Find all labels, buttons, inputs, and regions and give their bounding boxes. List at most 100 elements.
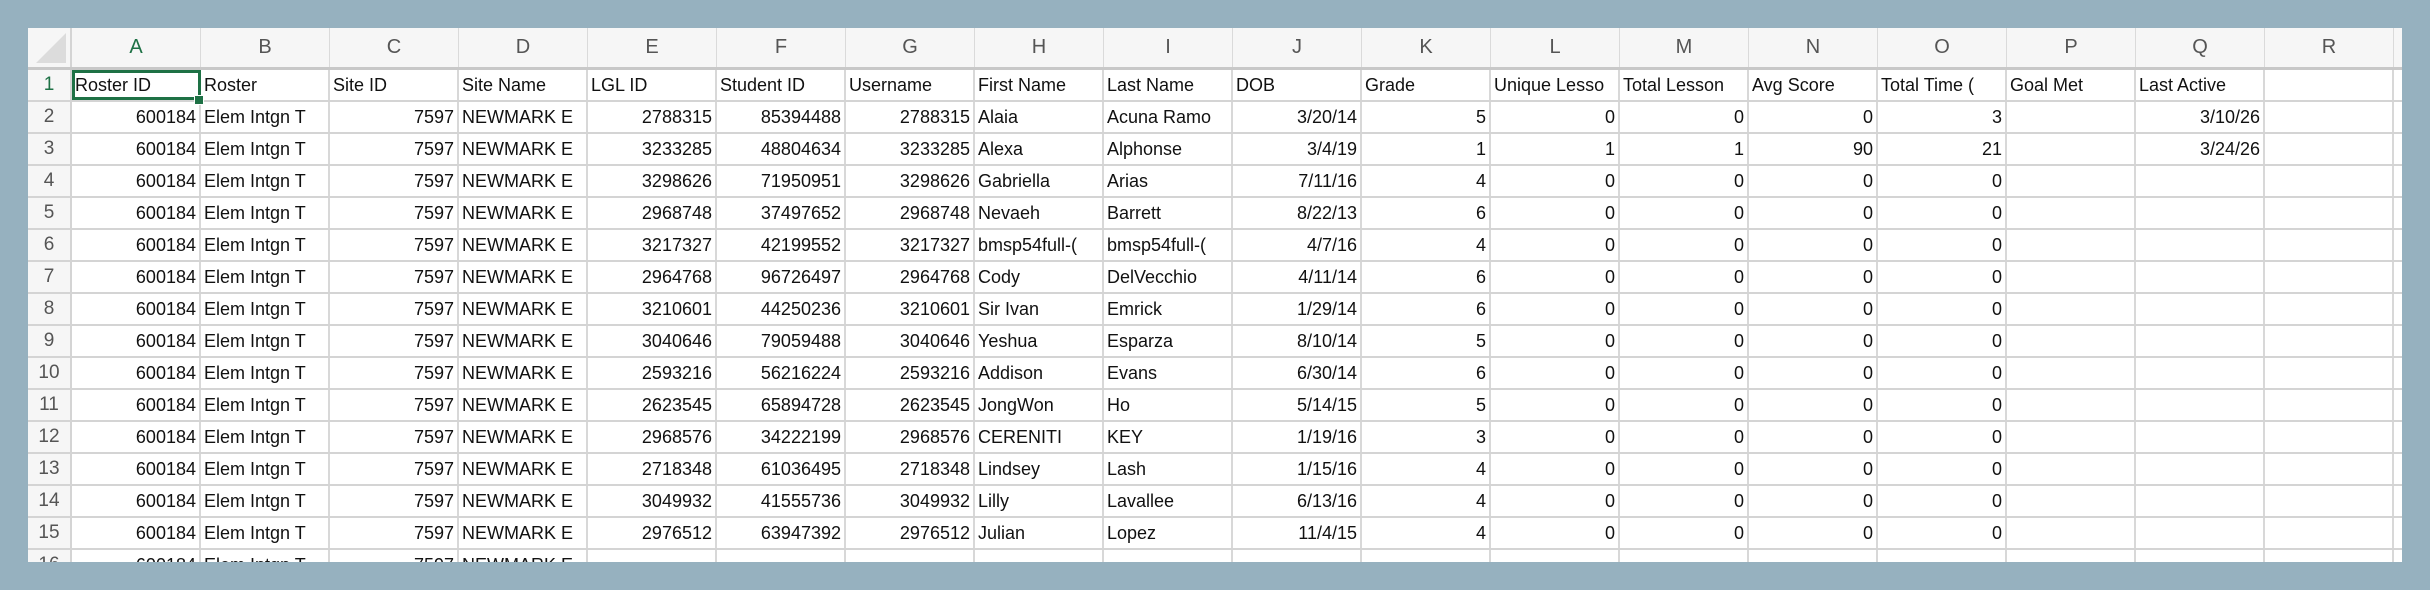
header-cell[interactable]: First Name: [975, 70, 1104, 100]
cell[interactable]: [2265, 326, 2394, 356]
cell[interactable]: 0: [1491, 454, 1620, 484]
cell[interactable]: [2265, 486, 2394, 516]
cell[interactable]: 3233285: [588, 134, 717, 164]
cell[interactable]: Elem Intgn T: [201, 486, 330, 516]
cell[interactable]: 0: [1620, 390, 1749, 420]
cell[interactable]: 3040646: [846, 326, 975, 356]
cell[interactable]: 600184: [72, 294, 201, 324]
column-header-h[interactable]: H: [975, 28, 1104, 67]
column-header-q[interactable]: Q: [2136, 28, 2265, 67]
cell[interactable]: NEWMARK E: [459, 198, 588, 228]
cell[interactable]: [1362, 550, 1491, 562]
cell[interactable]: 3233285: [846, 134, 975, 164]
cell[interactable]: 0: [1620, 422, 1749, 452]
cell[interactable]: [2007, 358, 2136, 388]
cell[interactable]: 0: [1749, 102, 1878, 132]
cell[interactable]: 6: [1362, 262, 1491, 292]
cell[interactable]: 44250236: [717, 294, 846, 324]
cell[interactable]: 600184: [72, 486, 201, 516]
cell[interactable]: 0: [1878, 198, 2007, 228]
cell[interactable]: 2968576: [846, 422, 975, 452]
cell[interactable]: 0: [1878, 166, 2007, 196]
cell[interactable]: Julian: [975, 518, 1104, 548]
cell[interactable]: [2265, 358, 2394, 388]
cell[interactable]: 2964768: [588, 262, 717, 292]
cell[interactable]: 1: [1362, 134, 1491, 164]
cell[interactable]: NEWMARK E: [459, 390, 588, 420]
cell[interactable]: Lopez: [1104, 518, 1233, 548]
cell[interactable]: 3/4/19: [1233, 134, 1362, 164]
cell[interactable]: 2593216: [588, 358, 717, 388]
cell[interactable]: [2136, 294, 2265, 324]
cell[interactable]: 2623545: [588, 390, 717, 420]
cell[interactable]: 600184: [72, 422, 201, 452]
cell[interactable]: 0: [1749, 294, 1878, 324]
row-header[interactable]: 3: [28, 134, 72, 164]
cell[interactable]: 5: [1362, 326, 1491, 356]
cell[interactable]: 3298626: [846, 166, 975, 196]
cell[interactable]: 0: [1878, 230, 2007, 260]
row-header[interactable]: 13: [28, 454, 72, 484]
cell[interactable]: 600184: [72, 262, 201, 292]
cell[interactable]: 3/20/14: [1233, 102, 1362, 132]
cell[interactable]: [2007, 294, 2136, 324]
cell[interactable]: Lash: [1104, 454, 1233, 484]
cell[interactable]: 7597: [330, 166, 459, 196]
cell[interactable]: 0: [1491, 390, 1620, 420]
cell[interactable]: 600184: [72, 550, 201, 562]
cell[interactable]: 5/14/15: [1233, 390, 1362, 420]
cell[interactable]: [2136, 262, 2265, 292]
cell[interactable]: [2007, 422, 2136, 452]
cell[interactable]: 0: [1620, 518, 1749, 548]
cell[interactable]: 37497652: [717, 198, 846, 228]
cell[interactable]: Alexa: [975, 134, 1104, 164]
cell[interactable]: 2623545: [846, 390, 975, 420]
cell[interactable]: 0: [1749, 486, 1878, 516]
cell[interactable]: NEWMARK E: [459, 486, 588, 516]
cell[interactable]: 3: [1878, 102, 2007, 132]
column-header-g[interactable]: G: [846, 28, 975, 67]
cell[interactable]: 4/7/16: [1233, 230, 1362, 260]
column-header-m[interactable]: M: [1620, 28, 1749, 67]
row-header[interactable]: 10: [28, 358, 72, 388]
cell[interactable]: 0: [1491, 518, 1620, 548]
cell[interactable]: 0: [1491, 294, 1620, 324]
row-header[interactable]: 7: [28, 262, 72, 292]
cell[interactable]: NEWMARK E: [459, 422, 588, 452]
cell[interactable]: 8/10/14: [1233, 326, 1362, 356]
cell[interactable]: 2968576: [588, 422, 717, 452]
header-cell[interactable]: LGL ID: [588, 70, 717, 100]
cell[interactable]: 7597: [330, 486, 459, 516]
header-cell[interactable]: Unique Lesso: [1491, 70, 1620, 100]
cell[interactable]: Alaia: [975, 102, 1104, 132]
cell[interactable]: NEWMARK E: [459, 358, 588, 388]
cell[interactable]: 48804634: [717, 134, 846, 164]
cell[interactable]: bmsp54full-(: [975, 230, 1104, 260]
cell[interactable]: 79059488: [717, 326, 846, 356]
column-header-d[interactable]: D: [459, 28, 588, 67]
cell[interactable]: [2265, 262, 2394, 292]
cell[interactable]: Evans: [1104, 358, 1233, 388]
column-header-e[interactable]: E: [588, 28, 717, 67]
cell[interactable]: 0: [1491, 198, 1620, 228]
cell[interactable]: Elem Intgn T: [201, 134, 330, 164]
column-header-i[interactable]: I: [1104, 28, 1233, 67]
header-cell[interactable]: [2265, 70, 2394, 100]
header-cell[interactable]: Username: [846, 70, 975, 100]
cell[interactable]: 0: [1491, 166, 1620, 196]
cell[interactable]: 2968748: [588, 198, 717, 228]
cell[interactable]: [2007, 550, 2136, 562]
cell[interactable]: 600184: [72, 390, 201, 420]
row-header[interactable]: 9: [28, 326, 72, 356]
cell[interactable]: [2136, 390, 2265, 420]
cell[interactable]: [2007, 230, 2136, 260]
cell[interactable]: Emrick: [1104, 294, 1233, 324]
cell[interactable]: Elem Intgn T: [201, 454, 330, 484]
cell[interactable]: 21: [1878, 134, 2007, 164]
cell[interactable]: 7597: [330, 326, 459, 356]
cell[interactable]: JongWon: [975, 390, 1104, 420]
cell[interactable]: [2265, 102, 2394, 132]
cell[interactable]: [717, 550, 846, 562]
cell[interactable]: 7597: [330, 294, 459, 324]
cell[interactable]: 7597: [330, 230, 459, 260]
